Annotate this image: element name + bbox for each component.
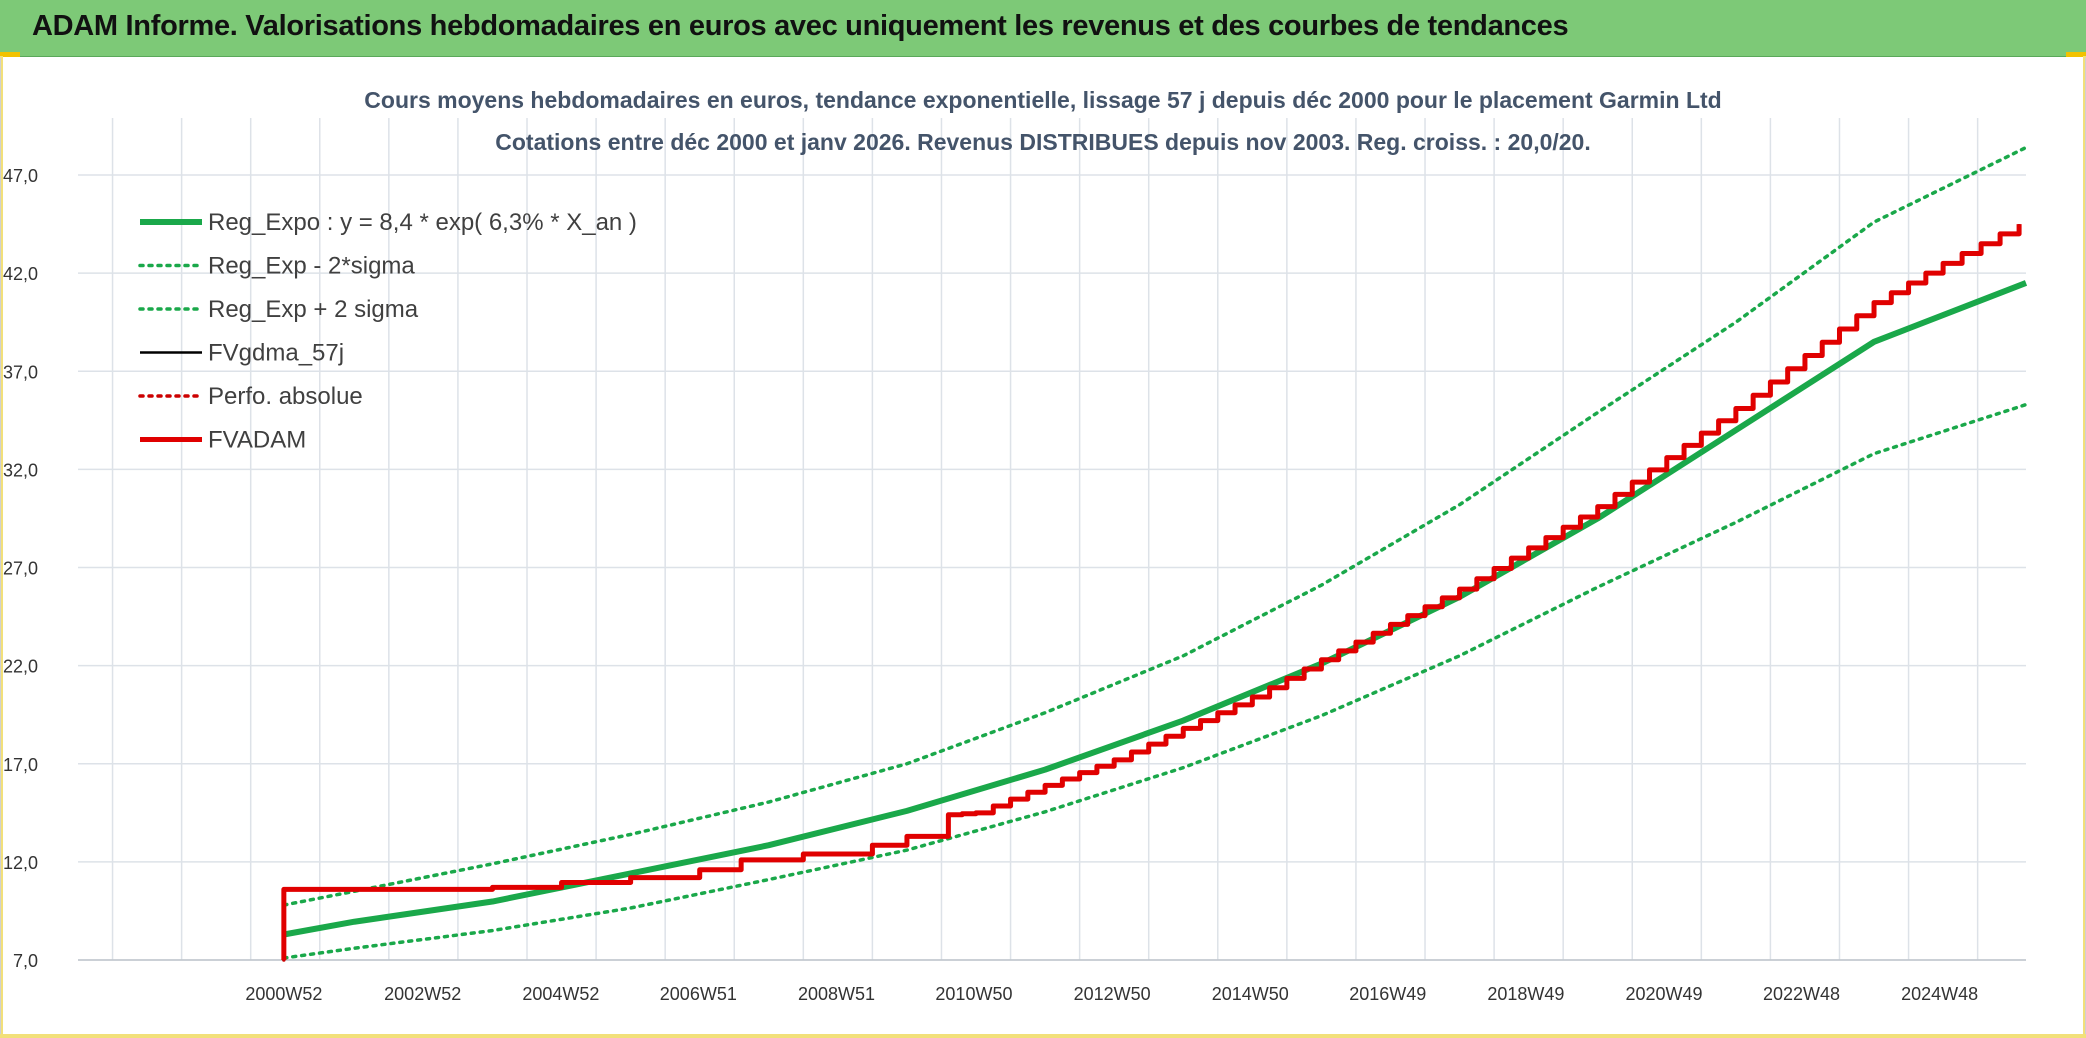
bottom-border-strip bbox=[0, 1034, 2086, 1038]
y-axis: 47,0 42,0 37,0 32,0 27,0 22,0 17,0 12,0 7,0 bbox=[3, 166, 38, 971]
report-header-bar: ADAM Informe. Valorisations hebdomadaire… bbox=[0, 0, 2086, 57]
x-tick-label: 2010W50 bbox=[935, 984, 1012, 1004]
chart-legend: Reg_Expo : y = 8,4 * exp( 6,3% * X_an ) R… bbox=[138, 209, 637, 454]
x-tick-label: 2000W52 bbox=[245, 984, 322, 1004]
x-tick-label: 2020W49 bbox=[1626, 984, 1703, 1004]
legend-label: Perfo. absolue bbox=[208, 383, 363, 410]
chart-subtitle: Cotations entre déc 2000 et janv 2026. R… bbox=[495, 129, 1591, 155]
left-border-strip bbox=[0, 56, 3, 1038]
legend-label: Reg_Exp - 2*sigma bbox=[208, 253, 415, 280]
series-line-3 bbox=[282, 224, 2021, 960]
legend-label: FVADAM bbox=[208, 427, 306, 454]
header-corner-left bbox=[0, 52, 20, 57]
x-tick-label: 2006W51 bbox=[660, 984, 737, 1004]
y-tick-label: 37,0 bbox=[3, 362, 38, 382]
y-tick-label: 17,0 bbox=[3, 755, 38, 775]
x-tick-label: 2012W50 bbox=[1074, 984, 1151, 1004]
x-axis: 2000W52 2002W52 2004W52 2006W51 2008W51 2010W… bbox=[78, 959, 2026, 1004]
chart-series bbox=[281, 145, 2028, 962]
x-tick-label: 2024W48 bbox=[1901, 984, 1978, 1004]
y-tick-label: 7,0 bbox=[13, 951, 38, 971]
header-corner-right bbox=[2066, 52, 2086, 57]
legend-label: Reg_Exp + 2 sigma bbox=[208, 296, 419, 323]
x-tick-label: 2018W49 bbox=[1487, 984, 1564, 1004]
y-tick-label: 12,0 bbox=[3, 853, 38, 873]
legend-label: FVgdma_57j bbox=[208, 340, 344, 367]
x-tick-label: 2008W51 bbox=[798, 984, 875, 1004]
y-tick-label: 42,0 bbox=[3, 264, 38, 284]
x-tick-label: 2022W48 bbox=[1763, 984, 1840, 1004]
series-line-5 bbox=[281, 224, 2022, 960]
series-line-2 bbox=[282, 145, 2028, 907]
chart-grid bbox=[78, 118, 2026, 961]
chart-title: Cours moyens hebdomadaires en euros, ten… bbox=[364, 87, 1721, 113]
x-tick-label: 2016W49 bbox=[1349, 984, 1426, 1004]
right-border-strip bbox=[2083, 56, 2086, 1038]
x-tick-label: 2014W50 bbox=[1212, 984, 1289, 1004]
x-tick-label: 2004W52 bbox=[522, 984, 599, 1004]
x-tick-label: 2002W52 bbox=[384, 984, 461, 1004]
series-line-4 bbox=[282, 222, 2021, 962]
y-tick-label: 32,0 bbox=[3, 460, 38, 480]
series-line-0 bbox=[283, 280, 2028, 938]
legend-label: Reg_Expo : y = 8,4 * exp( 6,3% * X_an ) bbox=[208, 209, 637, 236]
report-title: ADAM Informe. Valorisations hebdomadaire… bbox=[32, 10, 1569, 42]
y-tick-label: 22,0 bbox=[3, 657, 38, 677]
y-tick-label: 27,0 bbox=[3, 559, 38, 579]
series-line-1 bbox=[282, 402, 2028, 960]
y-tick-label: 47,0 bbox=[3, 166, 38, 186]
